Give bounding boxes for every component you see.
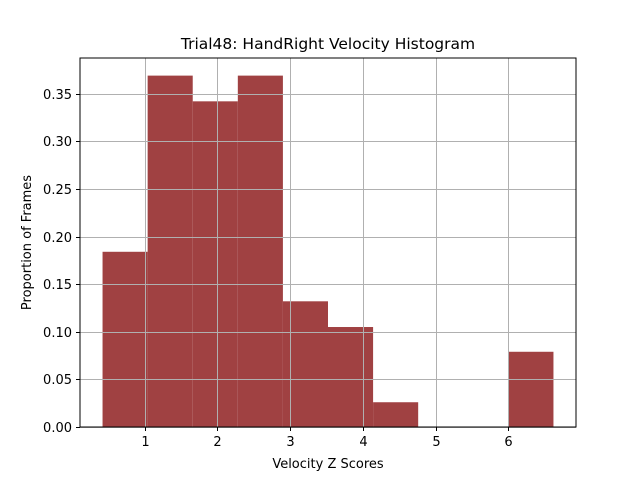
- plot-frame: [79, 57, 577, 428]
- y-tick-label: 0.05: [43, 373, 72, 388]
- histogram-bar: [192, 101, 238, 427]
- chart-title: Trial48: HandRight Velocity Histogram: [180, 35, 475, 53]
- y-tick-label: 0.20: [43, 231, 72, 246]
- x-tick-label: 2: [213, 435, 221, 450]
- x-tick-label: 5: [432, 435, 440, 450]
- y-axis-ticks: 0.00 0.05 0.10 0.15 0.20 0.25 0.30 0.35: [43, 88, 80, 436]
- y-tick-label: 0.10: [43, 326, 72, 341]
- y-tick-label: 0.00: [43, 421, 72, 436]
- histogram-bar: [508, 351, 554, 427]
- x-tick-label: 1: [141, 435, 149, 450]
- histogram-bar: [102, 251, 148, 427]
- x-tick-label: 4: [359, 435, 367, 450]
- x-tick-label: 6: [504, 435, 512, 450]
- histogram-bar: [328, 327, 374, 427]
- histogram-bar: [282, 301, 328, 427]
- x-axis-ticks: 1 2 3 4 5 6: [141, 427, 513, 450]
- x-tick-label: 3: [286, 435, 294, 450]
- y-tick-label: 0.30: [43, 135, 72, 150]
- x-axis-label: Velocity Z Scores: [272, 457, 384, 472]
- histogram-bar: [147, 75, 193, 428]
- histogram-bar: [237, 75, 283, 428]
- y-tick-label: 0.15: [43, 278, 72, 293]
- histogram-bar: [373, 402, 419, 427]
- y-tick-label: 0.35: [43, 88, 72, 103]
- grid-lines: [80, 58, 576, 428]
- y-tick-label: 0.25: [43, 183, 72, 198]
- histogram-bars: [102, 75, 554, 428]
- y-axis-label: Proportion of Frames: [20, 175, 35, 310]
